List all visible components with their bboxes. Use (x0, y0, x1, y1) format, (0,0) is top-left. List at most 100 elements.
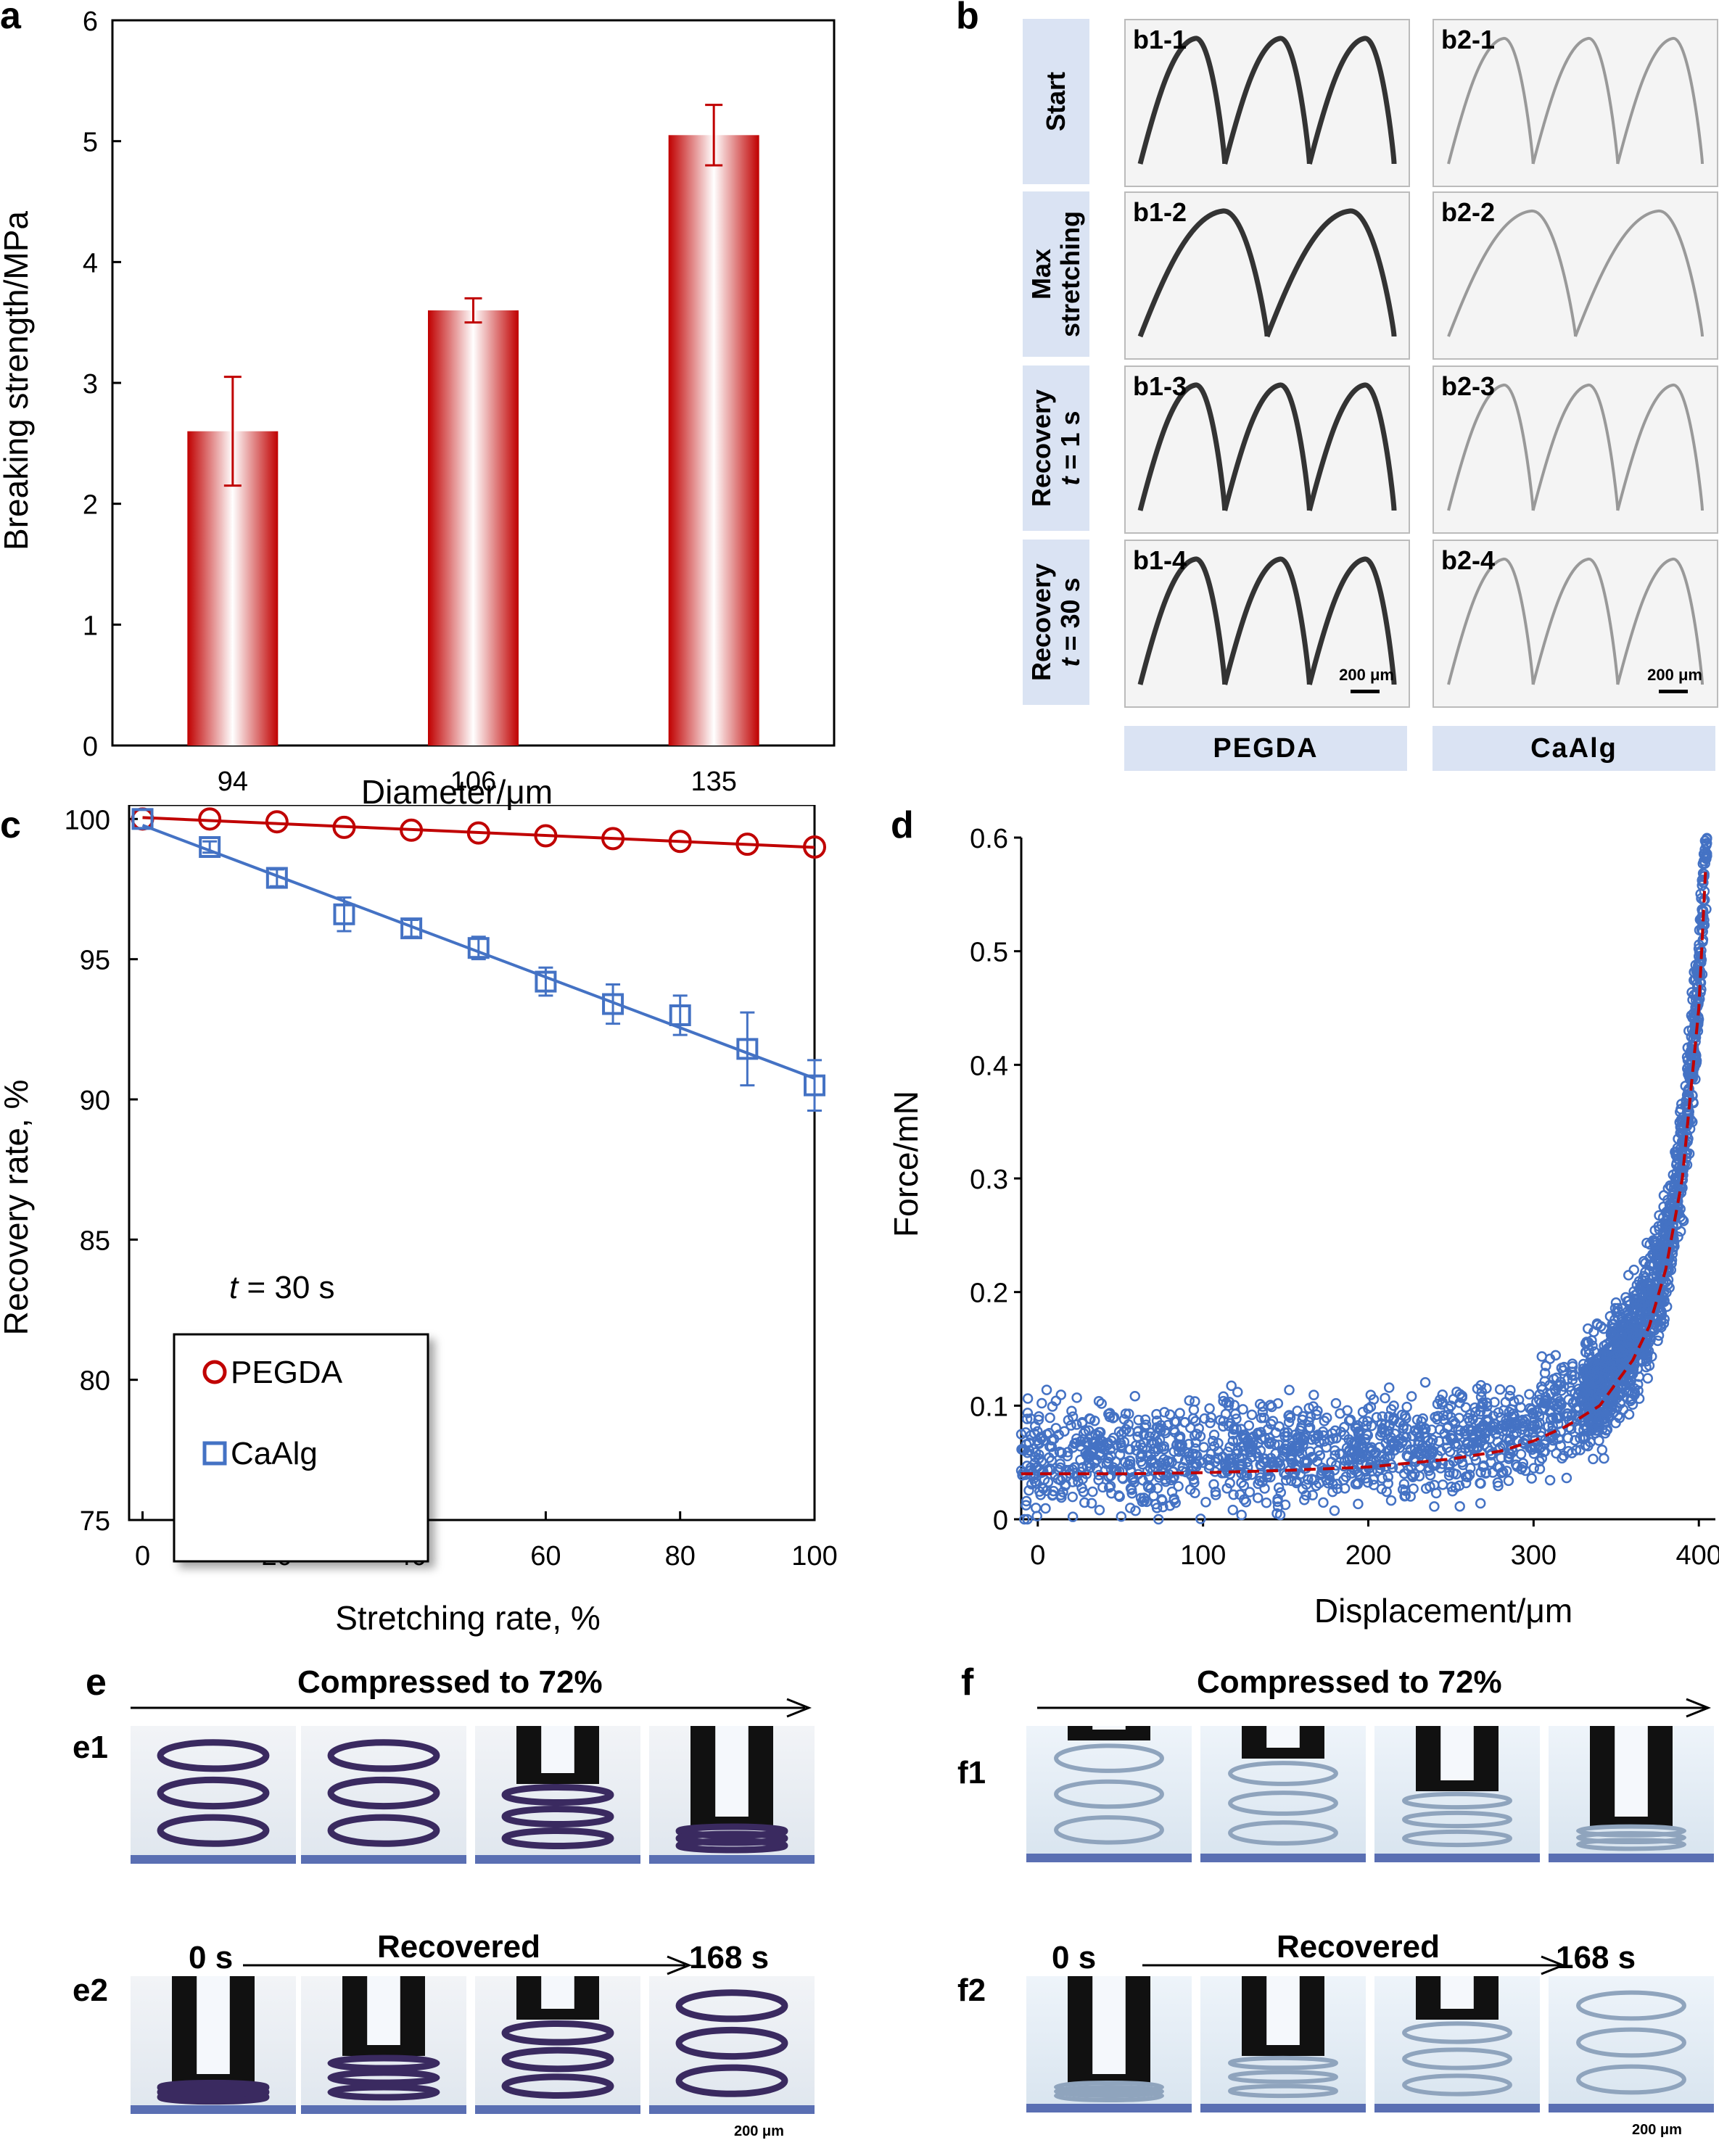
d-point (1113, 1490, 1124, 1501)
d-point (1353, 1469, 1364, 1480)
d-point (1218, 1395, 1229, 1407)
d-point (1243, 1420, 1255, 1431)
d-point (1039, 1435, 1050, 1446)
b-row-label-line: stretching (1055, 210, 1085, 338)
b-image-cell: b2-3 (1432, 365, 1718, 534)
d-point (1205, 1412, 1216, 1423)
b-spring-coil (1222, 382, 1312, 511)
d-point (1130, 1505, 1141, 1516)
e-photo (131, 1726, 296, 1864)
d-point (1071, 1392, 1082, 1403)
spring-coil (157, 1814, 270, 1847)
d-point (1678, 1215, 1689, 1226)
d-point (1040, 1503, 1051, 1514)
d-point (1171, 1439, 1183, 1450)
b-spring-coil (1222, 556, 1312, 685)
c-ylabel: Recovery rate, % (0, 1080, 35, 1336)
f-spring-drawing (1549, 1726, 1714, 1862)
d-point (1432, 1413, 1443, 1425)
d-point (1357, 1452, 1368, 1463)
d-point (1363, 1403, 1374, 1414)
d-point (1612, 1302, 1623, 1314)
stage-base (131, 1855, 296, 1864)
d-point (1649, 1225, 1660, 1236)
d-xtick-label: 300 (1511, 1540, 1557, 1571)
d-point (1052, 1474, 1064, 1484)
d-point (1259, 1483, 1270, 1494)
d-point (1675, 1146, 1687, 1157)
spring-coil (1402, 2073, 1512, 2097)
d-point (1482, 1400, 1493, 1412)
d-point (1344, 1453, 1356, 1465)
d-point (1561, 1472, 1572, 1484)
d-point (1078, 1428, 1089, 1439)
d-point (1087, 1445, 1098, 1455)
d-point (1184, 1395, 1195, 1406)
d-point (1353, 1429, 1364, 1440)
stage-base (131, 2105, 296, 2114)
plunger-window (541, 1726, 574, 1773)
b-row-label-line: t = 30 s (1055, 577, 1086, 667)
d-point (1476, 1401, 1488, 1413)
d-point (1139, 1414, 1151, 1425)
b-spring-image (1447, 37, 1704, 165)
d-point (1506, 1418, 1517, 1429)
d-point (1596, 1444, 1608, 1455)
d-point (1022, 1408, 1034, 1418)
d-point (1034, 1411, 1044, 1422)
d-point (1460, 1477, 1472, 1489)
spring-coil (327, 2054, 440, 2072)
d-point (1362, 1476, 1374, 1488)
d-point (1255, 1472, 1266, 1483)
d-point (1146, 1454, 1158, 1466)
d-point (1158, 1501, 1168, 1513)
d-point (1551, 1447, 1562, 1459)
d-point (1403, 1451, 1414, 1462)
d-point (1605, 1326, 1617, 1338)
d-xtick-label: 0 (1030, 1540, 1045, 1571)
panel-label-d: d (891, 804, 914, 846)
a-xtick-label: 106 (450, 767, 496, 797)
b-spring-coil (1306, 36, 1397, 165)
d-point (1330, 1397, 1342, 1409)
spring-coil (1576, 1990, 1686, 2021)
d-point (1245, 1438, 1256, 1450)
d-point (1199, 1413, 1211, 1424)
d-point (1550, 1386, 1562, 1397)
d-point (1629, 1389, 1640, 1400)
d-point (1190, 1443, 1201, 1454)
d-point (1623, 1409, 1635, 1420)
d-point (1646, 1258, 1657, 1270)
d-point (1066, 1405, 1077, 1416)
d-point (1055, 1389, 1067, 1400)
d-point (1318, 1497, 1329, 1508)
d-point (1501, 1420, 1512, 1431)
a-ylabel: Breaking strength/MPa (0, 211, 35, 550)
d-point (1187, 1461, 1199, 1472)
d-point (1083, 1425, 1095, 1436)
e-row2-label: e2 (73, 1973, 108, 2008)
spring-coil (1228, 2070, 1338, 2084)
b-cell-label: b2-3 (1441, 371, 1496, 401)
d-point (1562, 1411, 1573, 1422)
d-point (1067, 1491, 1078, 1503)
d-point (1227, 1457, 1237, 1468)
spring-coil (1054, 2085, 1164, 2098)
d-point (1073, 1476, 1084, 1487)
d-point (1277, 1450, 1288, 1462)
f-start-time: 0 s (1052, 1940, 1097, 1975)
d-scatter-series (1015, 833, 1712, 1525)
d-point (1689, 1027, 1701, 1038)
c-point-pegda (668, 830, 692, 854)
d-point (1656, 1321, 1667, 1333)
f-header: Compressed to 72% (1197, 1664, 1502, 1700)
d-point (1617, 1318, 1629, 1330)
f-spring-drawing (1200, 1726, 1366, 1862)
a-ytick-label: 4 (83, 248, 98, 278)
d-point (1284, 1384, 1295, 1396)
c-point-caalg (669, 1004, 691, 1026)
panel-e: Compressed to 72% e1 e2 0 s Recovered 16… (0, 1653, 856, 2156)
b-image-cell: b1-1 (1124, 19, 1410, 187)
d-point (1437, 1397, 1448, 1408)
d-point (1556, 1400, 1567, 1411)
